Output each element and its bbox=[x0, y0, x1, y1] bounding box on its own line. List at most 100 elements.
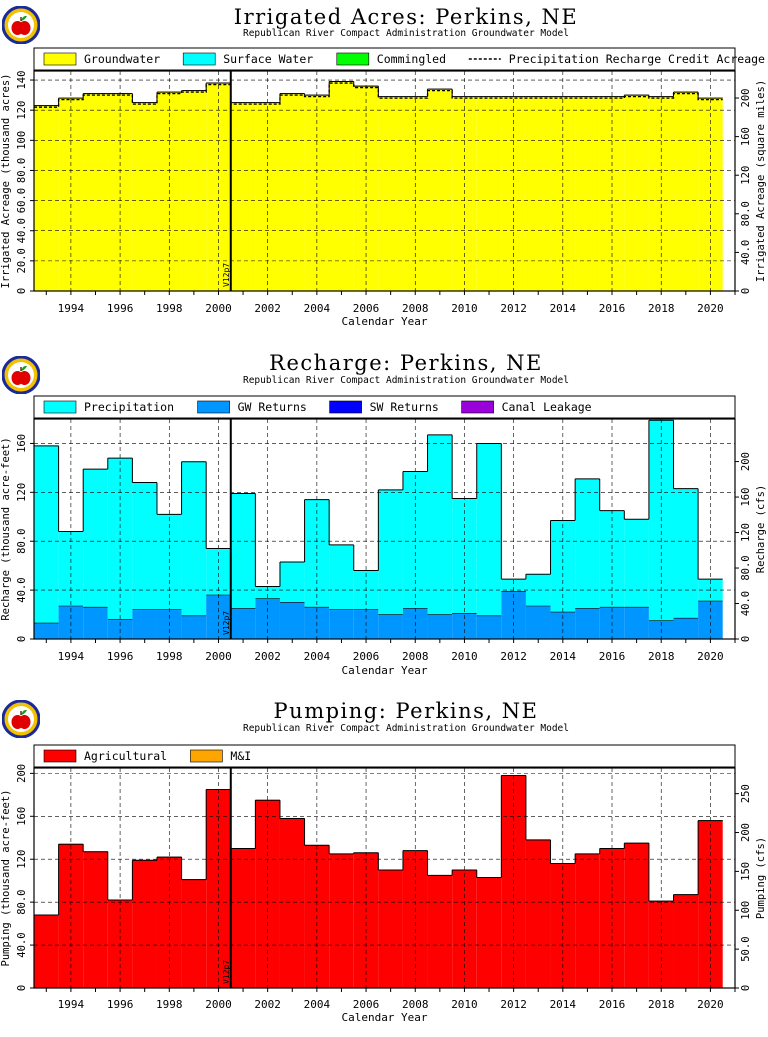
y-tick-label: 200 bbox=[16, 764, 28, 783]
y-axis-label: Recharge (thousand acre-feet) bbox=[0, 437, 12, 620]
y-right-tick-label: 40.0 bbox=[740, 240, 752, 265]
plot-frame bbox=[33, 70, 736, 292]
x-tick-label: 1994 bbox=[58, 650, 85, 663]
x-tick-label: 2010 bbox=[451, 998, 478, 1011]
y-tick-label: 120 bbox=[16, 483, 28, 502]
bar-groundwater-2015 bbox=[575, 96, 600, 291]
x-tick-label: 1994 bbox=[58, 998, 85, 1011]
y-right-tick-label: 200 bbox=[740, 823, 752, 842]
y-right-tick-label: 100 bbox=[740, 901, 752, 920]
y-right-axis-label: Recharge (cfs) bbox=[755, 485, 767, 574]
bar-groundwater-1997 bbox=[132, 102, 157, 292]
chart-title: Irrigated Acres: Perkins, NE bbox=[234, 5, 578, 29]
x-tick-label: 2008 bbox=[402, 650, 429, 663]
legend-label: M&I bbox=[230, 749, 251, 763]
y-right-tick-label: 120 bbox=[740, 166, 752, 185]
x-tick-label: 2002 bbox=[254, 650, 281, 663]
bar-precipitation-2003 bbox=[279, 562, 305, 603]
bar-agricultural-2017 bbox=[624, 843, 649, 988]
x-tick-label: 2006 bbox=[353, 302, 380, 315]
bar-gw-returns-2005 bbox=[329, 609, 354, 639]
bar-agricultural-1993 bbox=[34, 915, 59, 988]
x-tick-label: 1994 bbox=[58, 302, 85, 315]
x-tick-label: 2018 bbox=[648, 998, 675, 1011]
x-tick-label: 2000 bbox=[205, 650, 232, 663]
chart-subtitle: Republican River Compact Administration … bbox=[243, 28, 569, 39]
y-tick-label: 80.0 bbox=[16, 889, 28, 914]
y-tick-label: 0 bbox=[16, 985, 28, 991]
y-tick-label: 80.0 bbox=[16, 529, 28, 554]
bar-agricultural-2005 bbox=[329, 853, 354, 988]
bar-groundwater-2009 bbox=[427, 89, 453, 292]
x-tick-label: 2010 bbox=[451, 650, 478, 663]
legend-key-3 bbox=[461, 400, 494, 414]
bar-agricultural-1999 bbox=[181, 879, 207, 988]
legend-key-1 bbox=[190, 749, 223, 763]
bar-groundwater-2003 bbox=[279, 93, 305, 291]
x-axis-label: Calendar Year bbox=[341, 315, 427, 328]
y-right-tick-label: 0 bbox=[740, 636, 752, 642]
bar-gw-returns-1995 bbox=[83, 607, 108, 639]
chart-title: Recharge: Perkins, NE bbox=[269, 351, 543, 375]
bar-precipitation-2002 bbox=[255, 586, 280, 599]
y-right-tick-label: 120 bbox=[740, 523, 752, 542]
x-tick-label: 2006 bbox=[353, 650, 380, 663]
x-tick-label: 2014 bbox=[550, 302, 577, 315]
x-tick-label: 2010 bbox=[451, 302, 478, 315]
bar-agricultural-2007 bbox=[378, 869, 403, 988]
irrigated-acres-panel: Irrigated Acres: Perkins, NE Republican R… bbox=[0, 0, 768, 341]
legend-key-0 bbox=[43, 52, 77, 66]
y-tick-label: 140 bbox=[16, 71, 28, 90]
x-axis-label: Calendar Year bbox=[341, 1011, 427, 1024]
y-tick-label: 100 bbox=[16, 131, 28, 150]
x-tick-label: 2020 bbox=[697, 650, 724, 663]
y-right-axis-label: Pumping (cfs) bbox=[755, 837, 767, 919]
x-tick-label: 2004 bbox=[304, 302, 331, 315]
x-tick-label: 1996 bbox=[107, 998, 134, 1011]
bar-precipitation-2009 bbox=[427, 434, 453, 615]
legend-key-2 bbox=[329, 400, 362, 414]
bar-precipitation-2011 bbox=[476, 443, 502, 616]
x-tick-label: 2012 bbox=[500, 650, 527, 663]
bar-agricultural-2003 bbox=[279, 818, 305, 988]
bar-gw-returns-1993 bbox=[34, 623, 59, 639]
y-tick-label: 0 bbox=[16, 288, 28, 294]
x-tick-label: 2018 bbox=[648, 302, 675, 315]
bar-groundwater-2007 bbox=[378, 96, 403, 291]
legend-label: Agricultural bbox=[84, 749, 167, 763]
x-tick-label: 2008 bbox=[402, 998, 429, 1011]
apple-logo-icon bbox=[2, 6, 40, 44]
bar-groundwater-2013 bbox=[525, 96, 551, 291]
y-right-tick-label: 160 bbox=[740, 127, 752, 146]
bar-gw-returns-2015 bbox=[575, 608, 600, 639]
x-tick-label: 2018 bbox=[648, 650, 675, 663]
y-tick-label: 60.0 bbox=[16, 188, 28, 213]
bar-gw-returns-2019 bbox=[673, 618, 699, 639]
legend-label: Groundwater bbox=[84, 52, 160, 66]
legend-key-2 bbox=[336, 52, 370, 66]
x-tick-label: 2016 bbox=[599, 998, 626, 1011]
apple-logo-icon bbox=[2, 356, 40, 394]
x-tick-label: 2016 bbox=[599, 650, 626, 663]
legend-label: Precipitation bbox=[84, 400, 174, 414]
y-right-tick-label: 250 bbox=[740, 784, 752, 803]
y-axis-label: Irrigated Acreage (thousand acres) bbox=[0, 74, 12, 289]
legend-label: Surface Water bbox=[223, 52, 313, 66]
x-tick-label: 1998 bbox=[156, 998, 183, 1011]
bar-groundwater-2019 bbox=[673, 92, 699, 292]
y-right-tick-label: 0 bbox=[740, 985, 752, 991]
chart-subtitle: Republican River Compact Administration … bbox=[243, 375, 569, 386]
pumping-panel: Pumping: Perkins, NE Republican River Com… bbox=[0, 696, 768, 1037]
x-tick-label: 2002 bbox=[254, 998, 281, 1011]
plot-frame bbox=[33, 418, 736, 640]
y-tick-label: 20.0 bbox=[16, 248, 28, 273]
version-marker-label: V12p7 bbox=[222, 960, 231, 984]
x-tick-label: 2004 bbox=[304, 998, 331, 1011]
legend-key-0 bbox=[43, 400, 77, 414]
y-tick-label: 120 bbox=[16, 850, 28, 869]
y-right-tick-label: 50.0 bbox=[740, 936, 752, 961]
legend-label: GW Returns bbox=[238, 400, 307, 414]
version-marker-label: V12p7 bbox=[222, 263, 231, 287]
bar-gw-returns-2009 bbox=[427, 614, 453, 639]
